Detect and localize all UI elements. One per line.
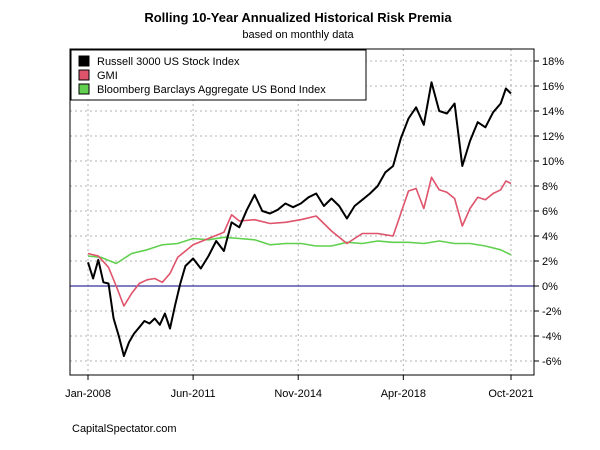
y-tick-label: 18%: [542, 56, 564, 68]
legend-swatch-bonds: [78, 83, 90, 95]
legend: Russell 3000 US Stock Index GMI Bloomber…: [70, 49, 367, 101]
y-tick-label: -4%: [542, 331, 562, 343]
chart-subtitle: based on monthly data: [242, 29, 354, 41]
legend-label-gmi: GMI: [97, 70, 118, 82]
legend-swatch-stocks: [78, 55, 90, 67]
y-tick-label: -6%: [542, 356, 562, 368]
y-tick-label: -2%: [542, 306, 562, 318]
x-axis: Jan-2008 Jun-2011 Nov-2014 Apr-2018 Oct-2021: [65, 375, 534, 400]
x-tick-label: Oct-2021: [488, 388, 533, 400]
x-tick-label: Jun-2011: [171, 388, 216, 400]
legend-label-stocks: Russell 3000 US Stock Index: [97, 56, 240, 68]
series-line-bonds: [87, 236, 512, 265]
legend-box: [70, 49, 367, 101]
plot-frame: [69, 48, 535, 376]
y-tick-label: 0%: [542, 281, 558, 293]
series-group: [87, 81, 512, 357]
series-line-stocks: [87, 81, 512, 357]
series-line-gmi: [87, 176, 512, 307]
y-tick-label: 8%: [542, 181, 558, 193]
x-tick-label: Apr-2018: [381, 388, 426, 400]
y-tick-label: 4%: [542, 231, 558, 243]
y-tick-label: 14%: [542, 106, 564, 118]
x-tick-label: Nov-2014: [274, 388, 322, 400]
source-note: CapitalSpectator.com: [72, 423, 177, 435]
y-tick-label: 16%: [542, 81, 564, 93]
y-tick-label: 6%: [542, 206, 558, 218]
legend-swatch-gmi: [78, 69, 90, 81]
x-tick-label: Jan-2008: [65, 388, 111, 400]
legend-label-bonds: Bloomberg Barclays Aggregate US Bond Ind…: [97, 84, 326, 96]
chart-title: Rolling 10-Year Annualized Historical Ri…: [144, 10, 452, 25]
y-tick-label: 2%: [542, 256, 558, 268]
y-axis: -6% -4% -2% 0% 2% 4% 6% 8% 10% 12% 14% 16% 18%: [534, 56, 564, 368]
y-tick-label: 10%: [542, 156, 564, 168]
y-tick-label: 12%: [542, 131, 564, 143]
